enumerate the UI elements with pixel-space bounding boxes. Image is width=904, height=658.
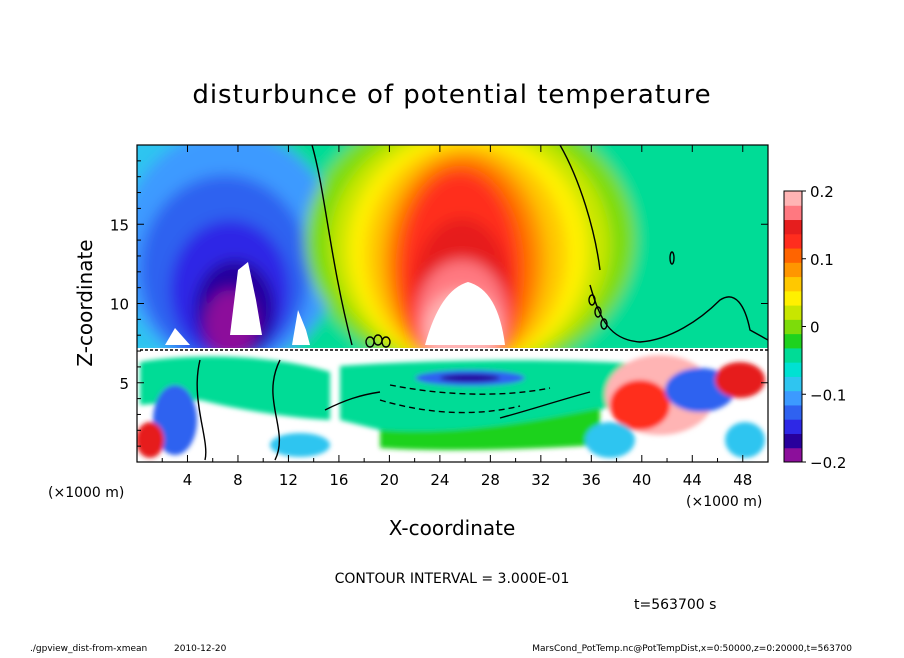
colorbar-segment xyxy=(784,390,802,406)
script-label: ./gpview_dist-from-xmean xyxy=(30,644,147,654)
x-tick-label: 44 xyxy=(683,471,702,489)
colorbar-segment xyxy=(784,191,802,206)
x-axis-ticks: 4 8 12 16 20 24 28 32 36 40 44 48 xyxy=(161,145,752,489)
colorbar-labels: 0.2 0.1 0 −0.1 −0.2 xyxy=(802,183,846,472)
chart-title: disturbunce of potential temperature xyxy=(192,80,711,110)
colorbar xyxy=(784,191,802,463)
colorbar-label: −0.2 xyxy=(810,454,846,472)
x-tick-label: 4 xyxy=(183,471,193,489)
colorbar-label: 0 xyxy=(810,319,820,337)
colorbar-label: 0.1 xyxy=(810,251,834,269)
colorbar-segment xyxy=(784,305,802,320)
colorbar-label: −0.1 xyxy=(810,386,846,404)
colorbar-segment xyxy=(784,248,802,263)
colorbar-segment xyxy=(784,376,802,392)
x-axis-unit: (×1000 m) xyxy=(686,494,762,510)
y-axis-unit: (×1000 m) xyxy=(48,485,124,501)
heatmap-field xyxy=(137,145,768,462)
colorbar-segment xyxy=(784,319,802,335)
x-tick-label: 48 xyxy=(733,471,752,489)
colorbar-segment xyxy=(784,219,802,235)
colorbar-segment xyxy=(784,205,802,221)
colorbar-segment xyxy=(784,433,802,449)
x-tick-label: 24 xyxy=(430,471,449,489)
source-label: MarsCond_PotTemp.nc@PotTempDist,x=0:5000… xyxy=(532,644,852,654)
colorbar-segment xyxy=(784,447,802,463)
colorbar-segment xyxy=(784,333,802,349)
contour-interval-text: CONTOUR INTERVAL = 3.000E-01 xyxy=(335,571,570,587)
y-axis-ticks: 5 10 15 xyxy=(110,160,768,447)
colorbar-segment xyxy=(784,347,802,363)
colorbar-label: 0.2 xyxy=(810,183,834,201)
x-tick-label: 16 xyxy=(329,471,348,489)
x-axis-label: X-coordinate xyxy=(389,516,516,540)
x-tick-label: 32 xyxy=(531,471,550,489)
colorbar-segment xyxy=(784,419,802,434)
y-tick-label: 15 xyxy=(110,216,129,234)
x-tick-label: 28 xyxy=(481,471,500,489)
y-tick-label: 10 xyxy=(110,296,129,314)
colorbar-segment xyxy=(784,290,802,306)
y-axis-label: Z-coordinate xyxy=(73,239,97,366)
colorbar-segment xyxy=(784,233,802,249)
colorbar-segment xyxy=(784,262,802,278)
x-tick-label: 20 xyxy=(380,471,399,489)
time-label: t=563700 s xyxy=(634,597,716,613)
x-tick-label: 36 xyxy=(582,471,601,489)
x-tick-label: 40 xyxy=(632,471,651,489)
y-tick-label: 5 xyxy=(119,375,129,393)
x-tick-label: 8 xyxy=(233,471,243,489)
colorbar-segment xyxy=(784,362,802,377)
colorbar-segment xyxy=(784,404,802,420)
date-label: 2010-12-20 xyxy=(174,644,227,654)
colorbar-segment xyxy=(784,276,802,292)
x-tick-label: 12 xyxy=(279,471,298,489)
